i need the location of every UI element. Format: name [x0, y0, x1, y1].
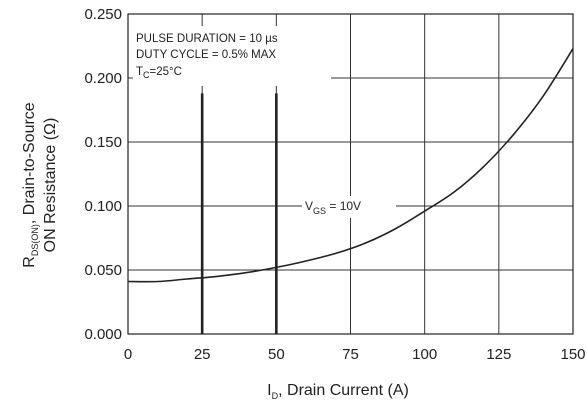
y-axis-title-line-2: ON Resistance (Ω)	[42, 118, 59, 253]
plot-frame	[127, 13, 574, 335]
markers	[200, 93, 278, 334]
series-line-vgs-10v	[127, 48, 574, 283]
x-tick-label: 100	[412, 346, 437, 363]
y-tick-labels: 0.000 0.050 0.100 0.150 0.200 0.250	[84, 6, 122, 343]
x-tick-label: 25	[194, 346, 211, 363]
y-axis-title-line-1: RDS(ON), Drain-to-Source	[21, 102, 40, 267]
y-tick-label: 0.250	[84, 6, 122, 23]
notes-background	[133, 26, 331, 86]
x-tick-label: 0	[124, 346, 132, 363]
x-tick-label: 50	[268, 346, 285, 363]
x-tick-label: 75	[342, 346, 359, 363]
note-duty-cycle: DUTY CYCLE = 0.5% MAX	[136, 49, 276, 61]
x-tick-labels: 0 25 50 75 100 125 150	[124, 346, 586, 363]
y-tick-label: 0.050	[84, 262, 122, 279]
x-axis-title: ID, Drain Current (A)	[267, 382, 409, 401]
note-pulse-duration: PULSE DURATION = 10 µs	[136, 33, 278, 45]
curve-label-background	[302, 196, 396, 218]
curve-label-vgs: VGS = 10V	[305, 199, 361, 216]
y-tick-label: 0.100	[84, 198, 122, 215]
y-tick-label: 0.150	[84, 134, 122, 151]
y-tick-label: 0.200	[84, 70, 122, 87]
x-tick-label: 125	[486, 346, 511, 363]
note-case-temperature: TC=25°C	[136, 66, 182, 80]
y-tick-label: 0.000	[84, 326, 122, 343]
y-axis-title: RDS(ON), Drain-to-Source ON Resistance (…	[21, 102, 59, 267]
x-tick-label: 150	[560, 346, 585, 363]
